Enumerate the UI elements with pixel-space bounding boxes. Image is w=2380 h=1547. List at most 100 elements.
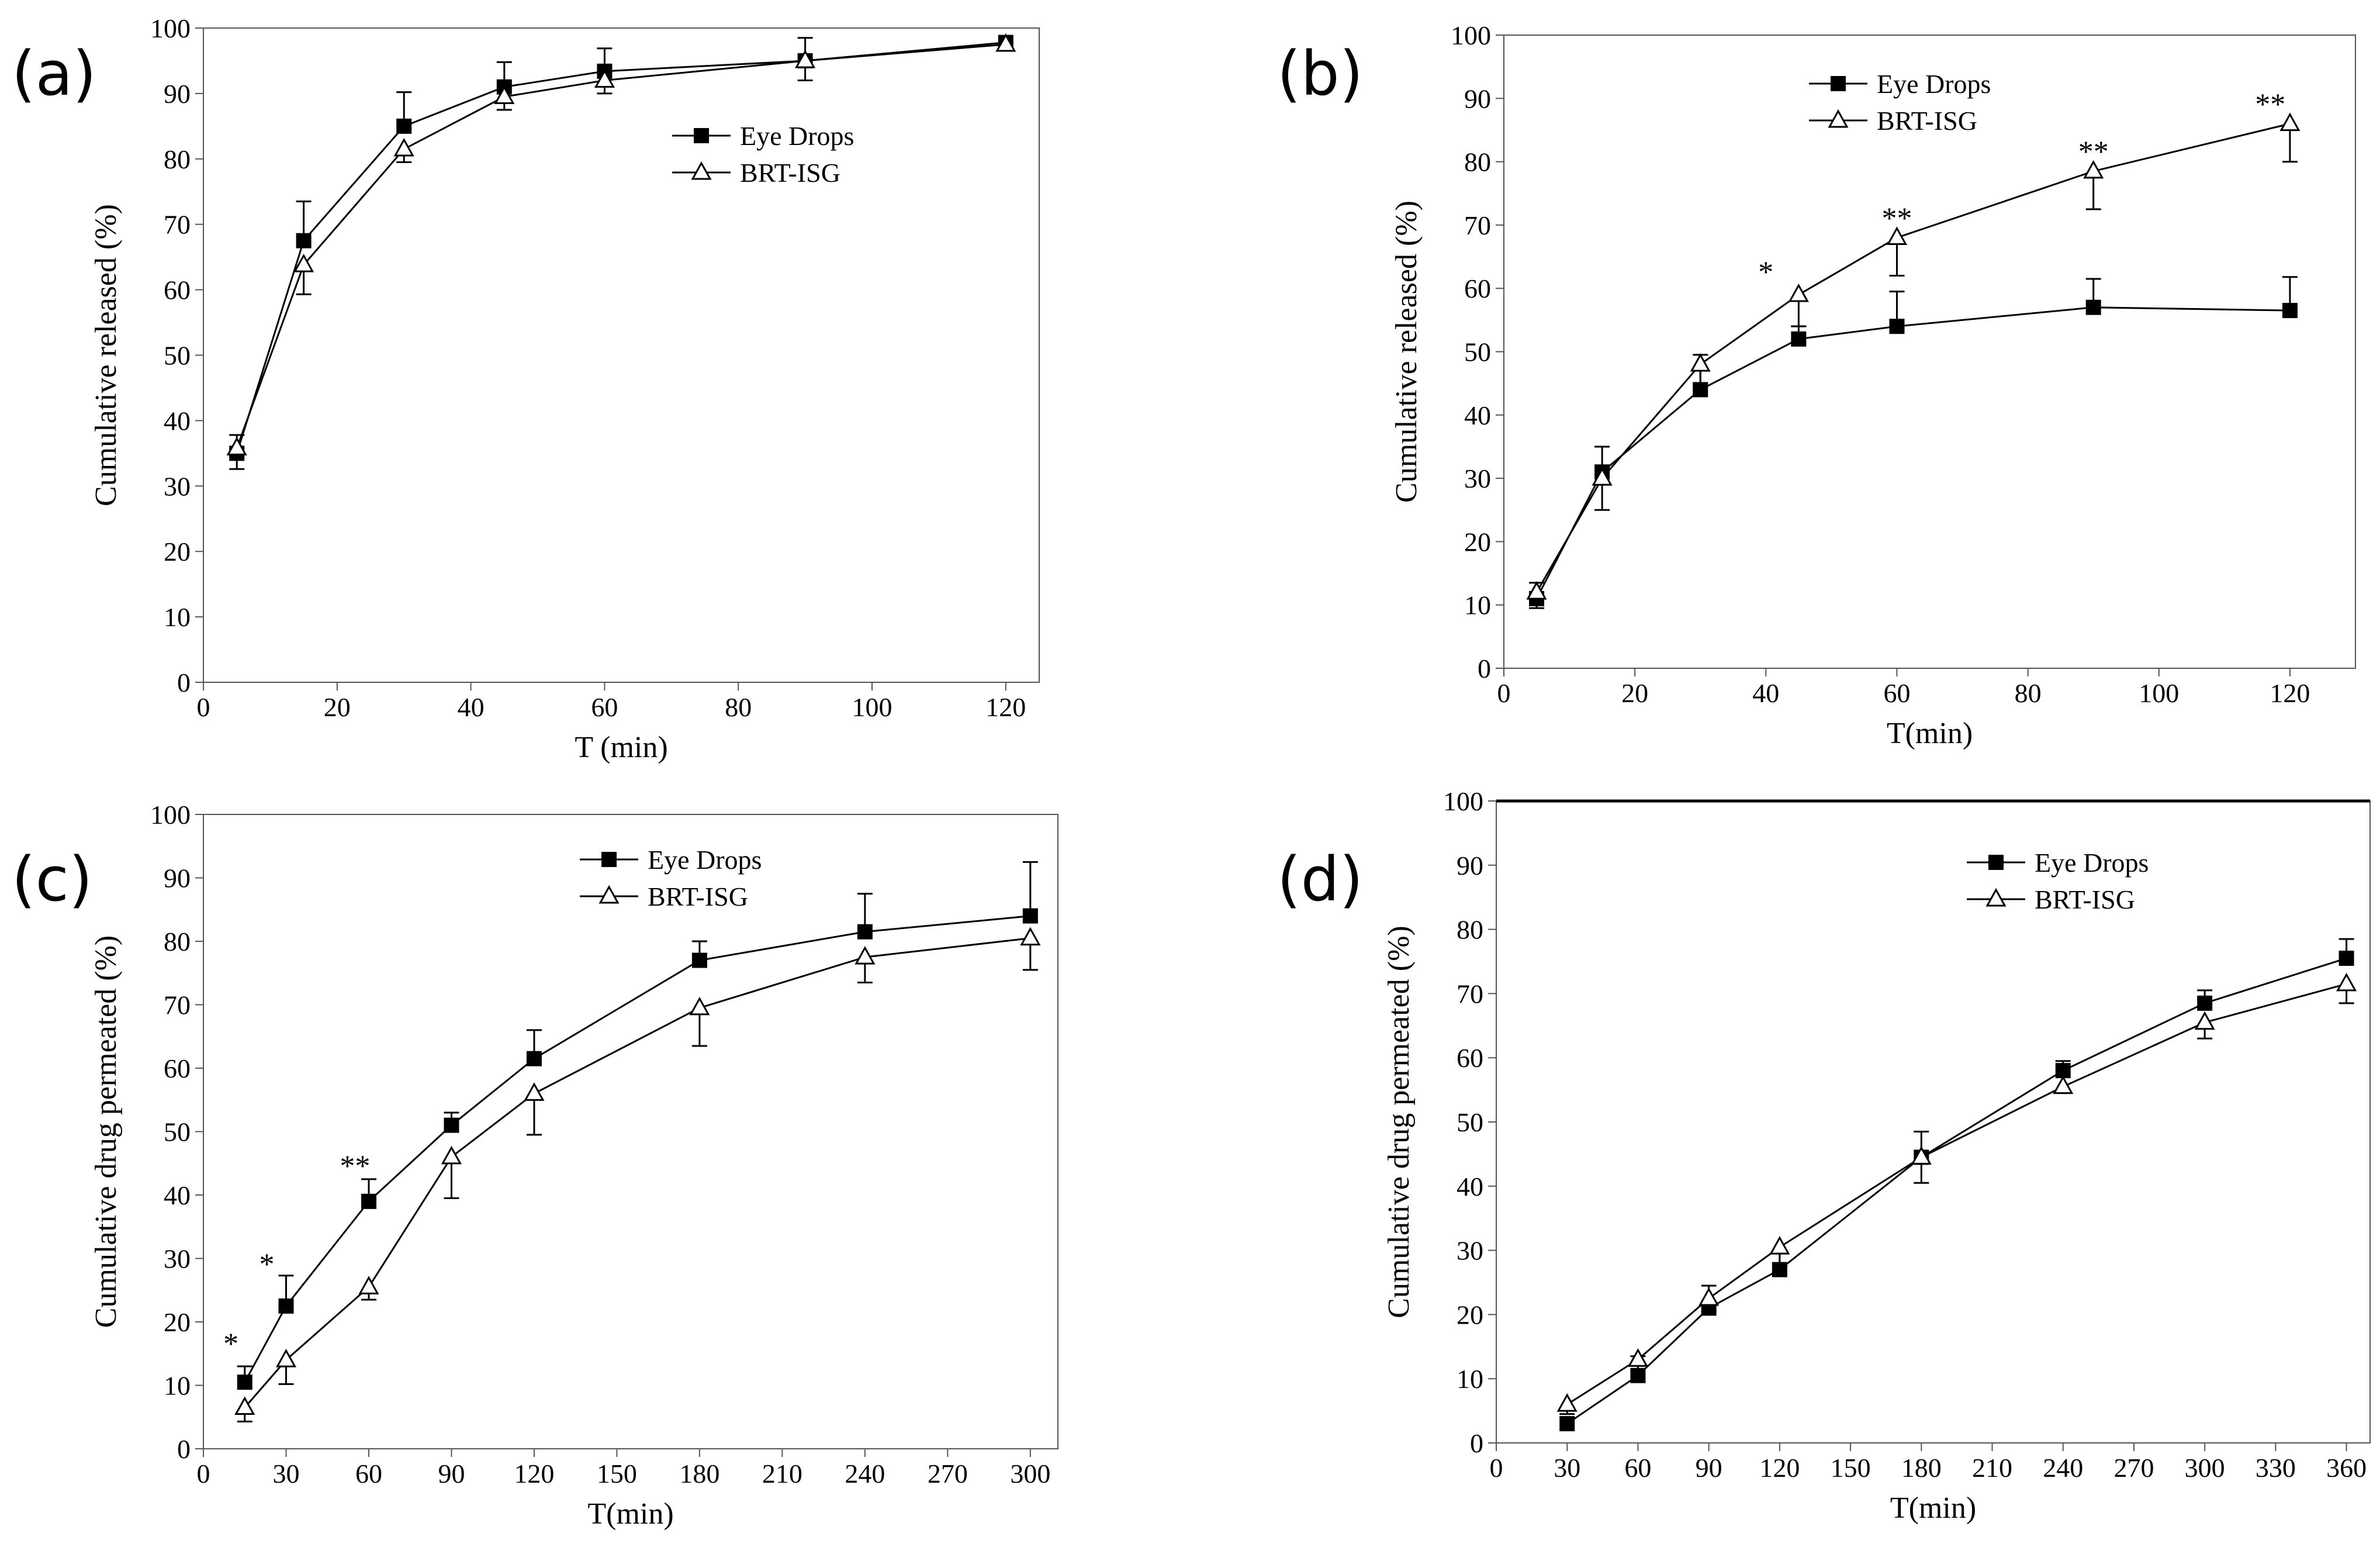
x-tick-label: 180 <box>679 1459 719 1489</box>
y-axis-title: Cumulative released (%) <box>1390 201 1423 503</box>
panel-label: (b) <box>1277 38 1363 109</box>
plot-frame <box>203 27 1040 683</box>
x-tick-label: 80 <box>2015 678 2042 708</box>
y-tick-label: 60 <box>164 275 191 305</box>
y-tick-label: 20 <box>164 537 191 567</box>
x-tick-label: 240 <box>2043 1453 2083 1483</box>
significance-mark: * <box>259 1248 274 1282</box>
panel-c: (c) 0 10 20 30 40 50 60 70 80 90 100 0 30 60 90 120 150 1… <box>12 800 1058 1531</box>
y-tick-label: 10 <box>164 1371 191 1401</box>
series-line <box>1566 957 2347 1425</box>
data-point <box>1698 1287 1720 1306</box>
data-point <box>857 924 873 940</box>
y-tick-label: 90 <box>1464 84 1491 113</box>
x-tick-label: 120 <box>1759 1453 1800 1483</box>
x-axis-title: T(min) <box>1887 717 1973 750</box>
y-tick-label: 100 <box>1451 20 1491 50</box>
y-tick-label: 0 <box>177 1434 191 1464</box>
data-point <box>1889 319 1905 334</box>
legend-label: BRT-ISG <box>1877 106 1977 136</box>
y-tick-label: 100 <box>150 13 191 43</box>
data-point <box>1886 226 1908 246</box>
y-tick-label: 100 <box>150 800 191 830</box>
panel-label: (a) <box>12 38 96 109</box>
data-point <box>1556 1393 1578 1412</box>
x-tick-label: 270 <box>2113 1453 2154 1483</box>
x-tick-label: 0 <box>1490 1453 1503 1483</box>
x-tick-label: 360 <box>2326 1453 2367 1483</box>
panel-label: (d) <box>1277 844 1363 915</box>
y-tick-label: 20 <box>164 1307 191 1337</box>
legend-label: Eye Drops <box>1877 69 1991 99</box>
y-tick-label: 30 <box>1464 464 1491 493</box>
data-point <box>494 85 515 104</box>
x-tick-label: 0 <box>1497 678 1511 708</box>
y-tick-label: 0 <box>1478 654 1491 683</box>
y-tick-label: 100 <box>1443 786 1483 816</box>
data-point <box>2085 299 2101 315</box>
data-point <box>2083 160 2104 179</box>
x-tick-label: 0 <box>197 1459 210 1489</box>
data-point <box>441 1145 462 1165</box>
data-point <box>526 1051 542 1066</box>
y-tick-label: 50 <box>164 1117 191 1147</box>
significance-mark: * <box>1758 255 1773 289</box>
legend-marker <box>1831 76 1846 91</box>
x-tick-label: 80 <box>725 692 752 722</box>
data-point <box>524 1082 545 1101</box>
legend-label: Eye Drops <box>2035 848 2149 878</box>
data-point <box>1791 331 1807 347</box>
y-tick-label: 0 <box>1470 1428 1483 1458</box>
legend-label: BRT-ISG <box>740 158 840 188</box>
x-axis-title: T (min) <box>575 731 667 764</box>
legend-marker <box>1985 888 2007 907</box>
x-tick-label: 20 <box>324 692 351 722</box>
plot-frame <box>203 814 1058 1449</box>
data-point <box>995 33 1016 52</box>
data-point <box>1592 467 1613 486</box>
y-axis-title: Cumulative drug permeated (%) <box>1382 926 1416 1318</box>
data-point <box>2282 303 2298 319</box>
data-point <box>234 1396 255 1415</box>
series-line <box>1535 123 2291 593</box>
y-tick-label: 70 <box>164 990 191 1020</box>
y-axis-title: Cumulative released (%) <box>89 204 123 506</box>
y-tick-label: 70 <box>1457 979 1483 1009</box>
data-point <box>278 1298 294 1314</box>
data-point <box>1769 1236 1790 1255</box>
data-point <box>393 137 414 157</box>
data-point <box>2339 951 2354 966</box>
y-tick-label: 70 <box>1464 210 1491 240</box>
y-tick-label: 30 <box>164 1244 191 1274</box>
x-tick-label: 330 <box>2256 1453 2296 1483</box>
x-tick-label: 60 <box>1624 1453 1651 1483</box>
y-tick-label: 90 <box>1457 851 1483 880</box>
data-point <box>1788 283 1809 302</box>
data-point <box>275 1349 297 1368</box>
data-point <box>594 69 615 88</box>
data-point <box>2197 995 2213 1011</box>
data-point <box>1559 1416 1575 1432</box>
legend-label: Eye Drops <box>740 121 854 151</box>
y-tick-label: 30 <box>1457 1236 1483 1266</box>
y-tick-label: 90 <box>164 79 191 109</box>
data-point <box>358 1276 379 1294</box>
panel-d: (d) 0 10 20 30 40 50 60 70 80 90 100 0 30 60 90 120 150 1… <box>1277 786 2371 1525</box>
y-tick-label: 70 <box>164 210 191 240</box>
y-tick-label: 40 <box>164 1180 191 1210</box>
panel-label: (c) <box>12 844 92 915</box>
panel-b: (b) 0 10 20 30 40 50 60 70 80 90 100 0 20 40 60 80 100 12… <box>1277 20 2356 750</box>
x-tick-label: 120 <box>985 692 1026 722</box>
x-tick-label: 210 <box>1972 1453 2012 1483</box>
data-point <box>795 49 816 68</box>
y-tick-label: 10 <box>1464 591 1491 620</box>
x-tick-label: 120 <box>2270 678 2310 708</box>
data-point <box>2336 972 2357 992</box>
x-tick-label: 300 <box>1010 1459 1050 1489</box>
data-point <box>2053 1075 2074 1094</box>
y-tick-label: 60 <box>1457 1043 1483 1073</box>
data-point <box>293 253 314 272</box>
significance-mark: ** <box>2255 88 2285 121</box>
y-tick-label: 80 <box>1464 147 1491 177</box>
